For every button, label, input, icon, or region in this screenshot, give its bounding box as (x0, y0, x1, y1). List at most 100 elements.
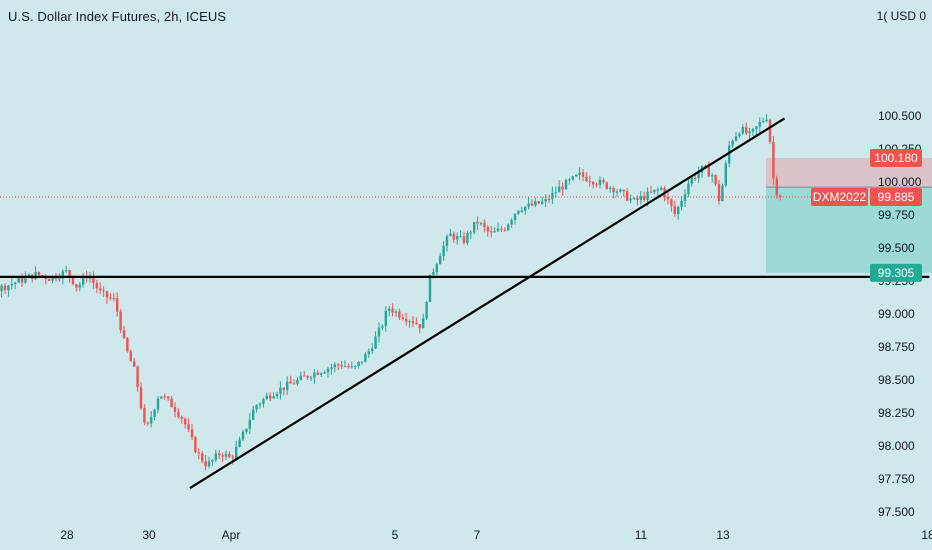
candle-body (452, 233, 455, 240)
candle-body (687, 183, 690, 195)
y-tick-label: 98.250 (878, 406, 915, 420)
candle-body (88, 277, 92, 279)
candle-body (449, 233, 452, 237)
candle-body (211, 459, 214, 462)
candle-body (432, 272, 435, 275)
candle-body (34, 271, 37, 280)
candle-body (180, 416, 183, 419)
candle-body (544, 199, 547, 202)
candle-body (160, 396, 163, 399)
candle-body (330, 367, 333, 369)
candle-body (109, 297, 112, 299)
x-tick-label: 7 (474, 528, 481, 542)
candle-body (520, 210, 523, 212)
candle-body (75, 284, 78, 288)
candle-body (425, 301, 428, 319)
candle-body (598, 179, 602, 185)
candle-body (592, 182, 595, 185)
currency-label[interactable]: 1( USD 0 (876, 9, 926, 23)
stop-loss-tag-bg (870, 149, 922, 168)
candle-body (466, 232, 469, 243)
candle-body (371, 348, 374, 352)
candle-body (748, 131, 751, 134)
x-tick-label: Apr (222, 528, 241, 542)
candle-body (670, 199, 673, 207)
candle-body (241, 431, 245, 440)
candle-body (357, 361, 360, 367)
candle-body (126, 338, 129, 352)
candle-body (122, 330, 126, 339)
x-tick-label: 28 (60, 528, 74, 542)
stop-loss-tag: 100.180 (874, 151, 918, 165)
candle-body (197, 452, 200, 454)
candle-body (61, 271, 64, 279)
candle-body (496, 228, 500, 232)
candle-body (391, 308, 394, 313)
x-tick-label: 30 (142, 528, 156, 542)
candle-body (707, 166, 710, 177)
candle-body (717, 184, 721, 202)
candle-body (187, 424, 190, 430)
candle-body (323, 372, 326, 374)
candle-body (102, 290, 105, 292)
candle-body (14, 282, 17, 284)
x-tick-label: 11 (635, 528, 648, 542)
candle-body (384, 310, 387, 327)
candle-body (459, 236, 462, 238)
y-tick-label: 100.000 (878, 175, 922, 189)
candle-body (741, 127, 744, 134)
candle-body (500, 228, 503, 230)
candle-body (656, 189, 659, 191)
candle-body (541, 201, 544, 204)
candle-body (7, 285, 10, 291)
candle-body (588, 181, 591, 183)
y-tick-label: 99.500 (878, 241, 915, 255)
candle-body (571, 176, 574, 180)
candle-body (184, 418, 187, 425)
candle-body (303, 375, 306, 377)
candle-body (10, 283, 13, 286)
candle-body (595, 184, 598, 186)
candle-body (37, 271, 41, 276)
candle-body (643, 196, 646, 200)
y-tick-label: 99.750 (878, 208, 915, 222)
candle-body (581, 172, 585, 177)
candles (0, 113, 782, 471)
candle-body (558, 186, 561, 193)
candle-body (479, 223, 483, 225)
candle-body (585, 176, 588, 182)
candle-body (194, 437, 197, 453)
candle-body (374, 336, 377, 349)
candle-body (381, 326, 384, 328)
candle-body (503, 229, 506, 231)
candle-body (112, 298, 115, 300)
candle-body (24, 277, 27, 283)
candle-body (139, 387, 143, 409)
candle-body (442, 245, 445, 257)
candle-body (711, 175, 714, 177)
candle-body (0, 285, 3, 292)
y-tick-label: 97.750 (878, 472, 915, 486)
candle-body (177, 411, 180, 417)
candle-body (666, 197, 670, 200)
candle-body (231, 457, 234, 459)
candle-body (578, 172, 581, 175)
candle-body (350, 366, 353, 368)
candle-body (343, 366, 347, 368)
target-price-tag-bg (870, 263, 922, 282)
candle-body (513, 213, 517, 221)
candle-body (428, 274, 432, 302)
candle-body (411, 321, 415, 324)
candle-body (439, 256, 442, 265)
chart-title: U.S. Dollar Index Futures, 2h, ICEUS (8, 9, 227, 24)
candle-body (547, 199, 551, 201)
candle-body (133, 361, 136, 367)
candle-body (728, 145, 731, 164)
candle-body (340, 364, 343, 367)
candle-body (265, 395, 268, 400)
candle-body (714, 175, 717, 185)
candle-body (286, 381, 289, 390)
candle-body (289, 381, 292, 384)
candle-body (524, 206, 527, 211)
